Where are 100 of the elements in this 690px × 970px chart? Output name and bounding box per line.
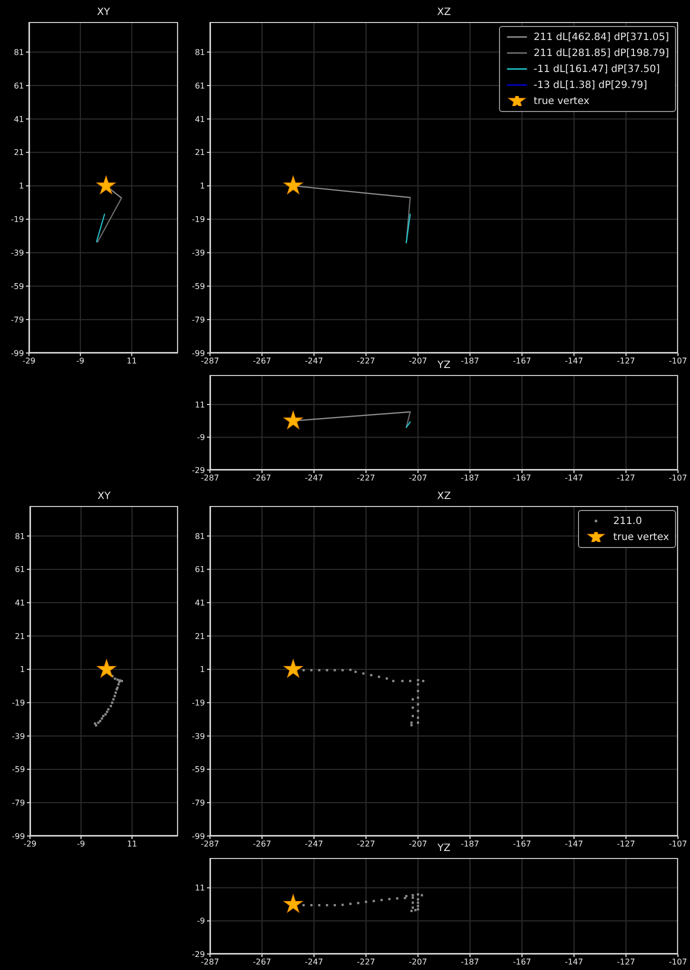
x-tick-label: -147 xyxy=(564,840,584,849)
y-tick-label: 1 xyxy=(20,665,25,674)
x-tick-label: -207 xyxy=(408,474,428,483)
x-tick-label: -167 xyxy=(512,356,532,366)
y-tick-label: -59 xyxy=(192,765,205,774)
x-tick-label: -227 xyxy=(356,356,376,366)
y-tick-label: 41 xyxy=(194,114,205,124)
chart-title: XZ xyxy=(436,490,452,504)
y-tick-label: -39 xyxy=(192,248,205,258)
y-tick-label: 1 xyxy=(18,182,24,191)
x-tick-label: -267 xyxy=(252,474,272,483)
x-tick-label: -267 xyxy=(252,958,272,967)
x-tick-label: -167 xyxy=(512,474,532,483)
x-tick-label: -247 xyxy=(304,840,324,849)
y-tick-label: -19 xyxy=(192,215,205,224)
y-tick-label: 21 xyxy=(194,148,205,158)
y-tick-label: 21 xyxy=(14,148,24,158)
x-tick-label: -187 xyxy=(460,958,480,967)
y-tick-label: 81 xyxy=(194,532,205,541)
x-tick-label: -227 xyxy=(356,840,376,849)
y-tick-label: -99 xyxy=(192,832,205,841)
y-tick-label: -99 xyxy=(10,348,24,358)
y-tick-label: -79 xyxy=(10,315,24,324)
y-tick-label: 11 xyxy=(194,400,205,410)
x-tick-label: -127 xyxy=(616,356,636,366)
x-tick-label: -9 xyxy=(77,840,86,849)
x-tick-label: -287 xyxy=(200,356,220,366)
x-tick-label: -287 xyxy=(200,840,220,849)
y-tick-label: -79 xyxy=(192,798,205,808)
x-tick-label: -127 xyxy=(616,474,636,483)
x-tick-label: -227 xyxy=(356,474,376,483)
x-tick-label: -107 xyxy=(668,840,688,849)
y-tick-label: -59 xyxy=(192,282,205,291)
legend-label: -11 dL[161.47] dP[37.50] xyxy=(534,64,660,74)
x-tick-label: -267 xyxy=(252,356,272,366)
x-tick-label: 11 xyxy=(126,356,137,366)
chart-title: XY xyxy=(96,6,111,20)
chart-title: XZ xyxy=(436,6,452,20)
x-tick-label: -147 xyxy=(564,958,584,967)
y-tick-label: -29 xyxy=(192,466,205,475)
x-tick-label: -207 xyxy=(408,958,428,967)
x-tick-label: -127 xyxy=(616,840,636,849)
legend-label: 211 dL[281.85] dP[198.79] xyxy=(534,48,669,58)
y-tick-label: 81 xyxy=(194,48,205,57)
legend-label: true vertex xyxy=(534,96,590,106)
y-tick-label: -79 xyxy=(12,798,25,808)
x-tick-label: -267 xyxy=(252,840,272,849)
y-tick-label: 41 xyxy=(14,598,25,608)
x-tick-label: -147 xyxy=(564,356,584,366)
x-tick-label: -147 xyxy=(564,474,584,483)
y-tick-label: -59 xyxy=(10,282,24,291)
y-tick-label: 61 xyxy=(194,565,205,574)
y-tick-label: 1 xyxy=(200,182,205,191)
x-tick-label: -9 xyxy=(76,356,84,366)
x-tick-label: -207 xyxy=(408,356,428,366)
y-tick-label: 21 xyxy=(194,632,205,641)
y-tick-label: -19 xyxy=(12,698,25,708)
x-tick-label: 11 xyxy=(126,840,138,849)
x-tick-label: -187 xyxy=(460,474,480,483)
chart-title: YZ xyxy=(438,360,450,371)
y-tick-label: -19 xyxy=(10,215,24,224)
y-tick-label: 21 xyxy=(14,632,25,641)
y-tick-label: -29 xyxy=(192,950,205,959)
x-tick-label: -107 xyxy=(668,958,688,967)
x-tick-label: -107 xyxy=(668,474,688,483)
x-tick-label: -167 xyxy=(512,840,532,849)
x-tick-label: -287 xyxy=(200,474,220,483)
legend-label: 211 dL[462.84] dP[371.05] xyxy=(534,32,669,42)
y-tick-label: 11 xyxy=(194,884,205,893)
y-tick-label: -39 xyxy=(192,732,205,741)
y-tick-label: 41 xyxy=(14,114,24,124)
chart-title: YZ xyxy=(438,843,450,854)
legend-label: 211.0 xyxy=(613,516,642,526)
x-tick-label: -227 xyxy=(356,958,376,967)
y-tick-label: -99 xyxy=(12,832,25,841)
y-tick-label: 81 xyxy=(14,532,25,541)
legend-label: -13 dL[1.38] dP[29.79] xyxy=(534,80,648,90)
x-tick-label: -127 xyxy=(616,958,636,967)
y-tick-label: -39 xyxy=(10,248,24,258)
x-tick-label: -187 xyxy=(460,840,480,849)
y-tick-label: 81 xyxy=(14,48,24,57)
y-tick-label: -9 xyxy=(197,916,205,926)
legend-label: true vertex xyxy=(613,532,669,542)
y-tick-label: -19 xyxy=(192,698,205,708)
x-tick-label: -247 xyxy=(304,356,324,366)
x-tick-label: -187 xyxy=(460,356,480,366)
y-tick-label: -99 xyxy=(192,348,205,358)
y-tick-label: 41 xyxy=(194,598,205,608)
x-tick-label: -247 xyxy=(304,958,324,967)
y-tick-label: 61 xyxy=(194,81,205,90)
y-tick-label: -9 xyxy=(197,433,205,442)
y-tick-label: 1 xyxy=(200,665,205,674)
x-tick-label: -107 xyxy=(668,356,688,366)
y-tick-label: 61 xyxy=(14,565,25,574)
x-tick-label: -287 xyxy=(200,958,220,967)
y-tick-label: -79 xyxy=(192,315,205,324)
chart-title: XY xyxy=(96,490,112,504)
y-tick-label: -39 xyxy=(12,732,25,741)
x-tick-label: -207 xyxy=(408,840,428,849)
x-tick-label: -247 xyxy=(304,474,324,483)
